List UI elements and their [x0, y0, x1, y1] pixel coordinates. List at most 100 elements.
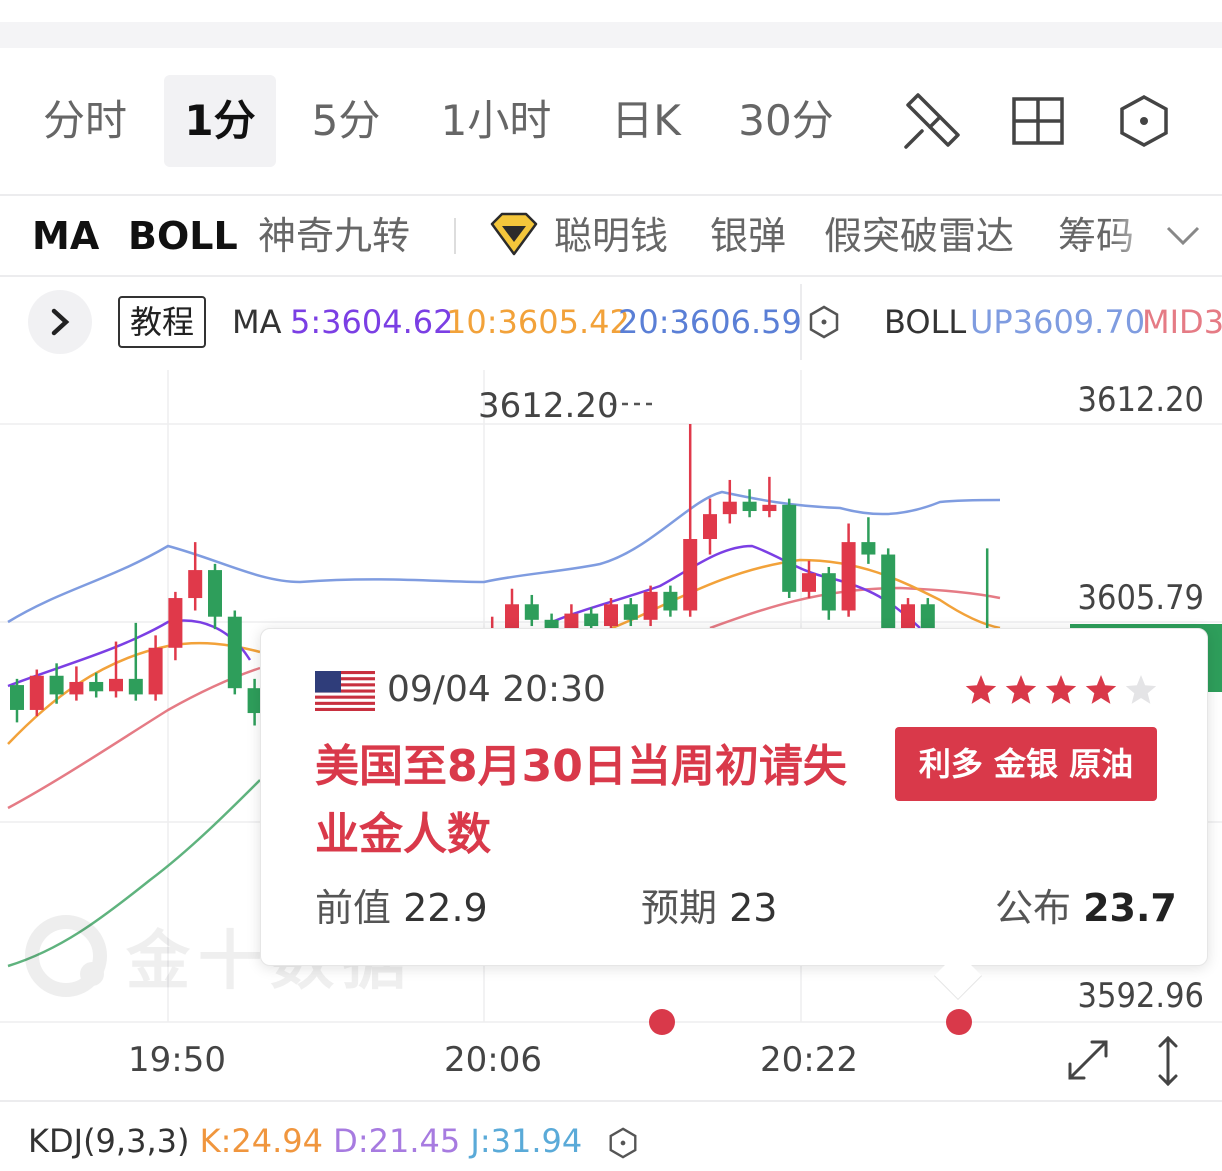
- kdj-label: KDJ(9,3,3): [28, 1122, 190, 1160]
- boll-label: BOLL: [884, 303, 967, 341]
- event-datetime: 09/04 20:30: [387, 669, 606, 710]
- candle-down[interactable]: [10, 685, 24, 710]
- tab-5min[interactable]: 5分: [311, 96, 381, 145]
- expand-button[interactable]: [28, 290, 92, 354]
- candle-up[interactable]: [168, 598, 183, 648]
- candle-down[interactable]: [524, 604, 539, 620]
- candle-up[interactable]: [762, 504, 777, 512]
- boll-lower-line: [7, 779, 261, 968]
- economic-event-popup[interactable]: 09/04 20:30 美国至8月30日当周初请失业金人数 利多 金银 原油 前…: [260, 628, 1208, 1001]
- candle-up[interactable]: [564, 613, 579, 633]
- x-axis-tick: 20:22: [760, 1040, 858, 1080]
- expected-number: 23: [729, 886, 778, 930]
- candle-up[interactable]: [604, 604, 618, 627]
- ma-settings-icon[interactable]: [806, 304, 842, 340]
- candle-up[interactable]: [188, 570, 203, 599]
- ma20-value: 20:3606.59: [618, 303, 802, 341]
- event-dot-active[interactable]: [946, 1009, 972, 1035]
- candle-up[interactable]: [683, 539, 698, 611]
- candle-down[interactable]: [861, 542, 876, 555]
- kdj-j-value: J:31.94: [470, 1122, 583, 1160]
- star-filled-icon: [965, 675, 997, 704]
- kdj-k-value: K:24.94: [199, 1122, 323, 1160]
- expected-value: 预期 23: [641, 877, 777, 932]
- candle-down[interactable]: [782, 504, 797, 592]
- chevron-down-icon[interactable]: [1164, 218, 1202, 254]
- candle-up[interactable]: [703, 514, 717, 539]
- divider: [800, 284, 802, 360]
- event-dot[interactable]: [649, 1009, 675, 1035]
- candle-up[interactable]: [148, 647, 163, 695]
- previous-label: 前值: [315, 886, 392, 930]
- ma-info-row: 教程 MA 5:3604.62 10:3605.42 20:3606.59 BO…: [0, 284, 1222, 360]
- indicator-boll[interactable]: BOLL: [128, 214, 238, 258]
- ma-label: MA: [232, 303, 282, 341]
- candle-down[interactable]: [663, 591, 678, 611]
- kdj-d-value: D:21.45: [333, 1122, 461, 1160]
- candle-down[interactable]: [623, 604, 638, 620]
- indicator-ma[interactable]: MA: [32, 214, 100, 258]
- candle-up[interactable]: [505, 604, 519, 630]
- indicator-magic-nine[interactable]: 神奇九转: [258, 214, 411, 258]
- candle-up[interactable]: [69, 681, 84, 695]
- candle-down[interactable]: [49, 675, 64, 695]
- tutorial-button[interactable]: 教程: [118, 296, 207, 348]
- pen-ruler-icon[interactable]: [900, 89, 964, 153]
- indicator-smart-money[interactable]: 聪明钱: [554, 214, 669, 258]
- actual-value: 公布 23.7: [995, 877, 1177, 932]
- candle-down[interactable]: [208, 570, 222, 617]
- y-axis-tick-top: 3612.20: [1077, 380, 1204, 420]
- previous-value: 前值 22.9: [315, 877, 488, 932]
- indicator-silver-bullet[interactable]: 银弹: [710, 214, 787, 258]
- candle-up[interactable]: [722, 501, 737, 515]
- candle-up[interactable]: [841, 542, 856, 611]
- candle-down[interactable]: [247, 688, 262, 714]
- candle-up[interactable]: [109, 678, 123, 692]
- star-filled-icon: [1045, 675, 1077, 704]
- tab-1hour[interactable]: 1小时: [440, 96, 552, 145]
- star-filled-icon: [1005, 675, 1037, 704]
- tab-1min[interactable]: 1分: [164, 75, 276, 167]
- tab-30min[interactable]: 30分: [738, 96, 834, 145]
- high-marker-label: 3612.20: [478, 386, 619, 426]
- boll-upper-line: [7, 490, 1001, 624]
- tab-timeshare[interactable]: 分时: [42, 96, 127, 145]
- candle-down[interactable]: [89, 681, 104, 692]
- kdj-settings-icon[interactable]: [606, 1126, 640, 1160]
- candle-down[interactable]: [742, 501, 757, 512]
- candle-up[interactable]: [802, 573, 816, 592]
- candle-down[interactable]: [881, 554, 896, 636]
- diamond-icon: [490, 212, 538, 256]
- watermark-logo: [25, 915, 107, 997]
- candle-down[interactable]: [584, 613, 599, 627]
- indicator-false-breakout-radar[interactable]: 假突破雷达: [824, 214, 1015, 258]
- us-flag-icon: [315, 671, 375, 711]
- actual-label: 公布: [995, 886, 1072, 930]
- ma10-value: 10:3605.42: [446, 303, 630, 341]
- candle-up[interactable]: [29, 675, 44, 710]
- y-axis-tick-mid: 3605.79: [1077, 578, 1204, 618]
- indicator-tabs: MA BOLL 神奇九转 聪明钱 银弹 假突破雷达 筹码: [0, 196, 1222, 276]
- status-strip: [0, 0, 1222, 48]
- status-band: [0, 22, 1222, 48]
- expected-label: 预期: [641, 886, 718, 930]
- candle-down[interactable]: [821, 573, 836, 611]
- candle-down[interactable]: [227, 616, 242, 689]
- candle-up[interactable]: [901, 604, 915, 636]
- period-tabs: 分时 1分 5分 1小时 日K 30分: [0, 75, 1222, 167]
- divider: [0, 194, 1222, 196]
- indicator-separator: [454, 218, 456, 254]
- actual-number: 23.7: [1083, 886, 1177, 930]
- candle-up[interactable]: [643, 591, 658, 620]
- grid-icon[interactable]: [1006, 89, 1070, 153]
- divider: [0, 1100, 1222, 1102]
- fade-mask: [1110, 196, 1160, 276]
- hexagon-settings-icon[interactable]: [1112, 89, 1176, 153]
- tab-daily-k[interactable]: 日K: [611, 96, 681, 145]
- vertical-scale-icon[interactable]: [1158, 1035, 1178, 1087]
- fullscreen-icon[interactable]: [1068, 1040, 1108, 1080]
- importance-stars: [965, 675, 1157, 704]
- kdj-info-row: KDJ(9,3,3) K:24.94 D:21.45 J:31.94: [28, 1122, 640, 1160]
- candle-down[interactable]: [128, 678, 143, 695]
- chevron-right-icon: [51, 308, 70, 336]
